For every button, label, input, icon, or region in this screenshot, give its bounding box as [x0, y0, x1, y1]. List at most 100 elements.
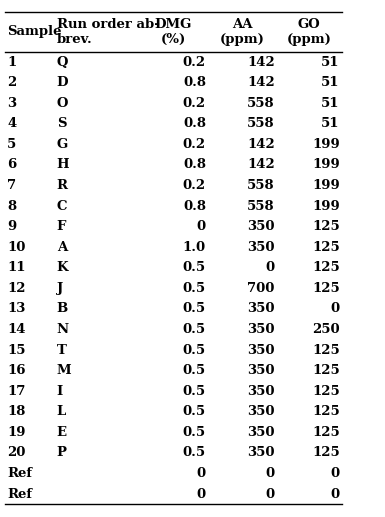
- Text: I: I: [57, 385, 63, 398]
- Text: 350: 350: [247, 364, 275, 377]
- Text: 0: 0: [197, 488, 206, 500]
- Text: M: M: [57, 364, 72, 377]
- Text: 125: 125: [312, 426, 340, 439]
- Text: L: L: [57, 405, 66, 418]
- Text: 0.8: 0.8: [183, 117, 206, 130]
- Text: A: A: [57, 241, 67, 254]
- Text: 125: 125: [312, 220, 340, 233]
- Text: 142: 142: [247, 158, 275, 172]
- Text: AA
(ppm): AA (ppm): [220, 18, 264, 45]
- Text: H: H: [57, 158, 69, 172]
- Text: 0.8: 0.8: [183, 158, 206, 172]
- Text: E: E: [57, 426, 67, 439]
- Text: 125: 125: [312, 261, 340, 274]
- Text: 0.2: 0.2: [183, 55, 206, 69]
- Text: 19: 19: [7, 426, 26, 439]
- Text: 142: 142: [247, 76, 275, 89]
- Text: 10: 10: [7, 241, 25, 254]
- Text: GO
(ppm): GO (ppm): [287, 18, 331, 45]
- Text: T: T: [57, 343, 67, 357]
- Text: R: R: [57, 179, 68, 192]
- Text: 0.8: 0.8: [183, 76, 206, 89]
- Text: 0: 0: [197, 467, 206, 480]
- Text: 350: 350: [247, 385, 275, 398]
- Text: 51: 51: [321, 117, 340, 130]
- Text: 12: 12: [7, 282, 26, 295]
- Text: 125: 125: [312, 385, 340, 398]
- Text: 0.5: 0.5: [183, 426, 206, 439]
- Text: 558: 558: [247, 179, 275, 192]
- Text: 51: 51: [321, 76, 340, 89]
- Text: 0: 0: [331, 302, 340, 315]
- Text: 0.8: 0.8: [183, 200, 206, 212]
- Text: 0.2: 0.2: [183, 97, 206, 110]
- Text: 11: 11: [7, 261, 26, 274]
- Text: N: N: [57, 323, 69, 336]
- Text: 250: 250: [312, 323, 340, 336]
- Text: 20: 20: [7, 446, 25, 460]
- Text: 15: 15: [7, 343, 26, 357]
- Text: 125: 125: [312, 364, 340, 377]
- Text: 350: 350: [247, 302, 275, 315]
- Text: 1: 1: [7, 55, 17, 69]
- Text: K: K: [57, 261, 69, 274]
- Text: 125: 125: [312, 446, 340, 460]
- Text: Ref: Ref: [7, 467, 32, 480]
- Text: 0.5: 0.5: [183, 302, 206, 315]
- Text: 3: 3: [7, 97, 16, 110]
- Text: 0: 0: [331, 467, 340, 480]
- Text: G: G: [57, 138, 68, 151]
- Text: 0.5: 0.5: [183, 446, 206, 460]
- Text: P: P: [57, 446, 67, 460]
- Text: C: C: [57, 200, 67, 212]
- Text: 125: 125: [312, 282, 340, 295]
- Text: 700: 700: [247, 282, 275, 295]
- Text: 0.5: 0.5: [183, 343, 206, 357]
- Text: 51: 51: [321, 97, 340, 110]
- Text: 350: 350: [247, 220, 275, 233]
- Text: Run order ab-
brev.: Run order ab- brev.: [57, 18, 160, 45]
- Text: 7: 7: [7, 179, 16, 192]
- Text: 125: 125: [312, 241, 340, 254]
- Text: 0.5: 0.5: [183, 405, 206, 418]
- Text: 558: 558: [247, 200, 275, 212]
- Text: 558: 558: [247, 117, 275, 130]
- Text: Sample: Sample: [7, 25, 62, 38]
- Text: 8: 8: [7, 200, 16, 212]
- Text: 0.5: 0.5: [183, 364, 206, 377]
- Text: 142: 142: [247, 138, 275, 151]
- Text: O: O: [57, 97, 68, 110]
- Text: 9: 9: [7, 220, 17, 233]
- Text: 350: 350: [247, 426, 275, 439]
- Text: 350: 350: [247, 241, 275, 254]
- Text: 0: 0: [266, 467, 275, 480]
- Text: D: D: [57, 76, 68, 89]
- Text: 51: 51: [321, 55, 340, 69]
- Text: J: J: [57, 282, 63, 295]
- Text: 125: 125: [312, 405, 340, 418]
- Text: 14: 14: [7, 323, 26, 336]
- Text: 0: 0: [331, 488, 340, 500]
- Text: 2: 2: [7, 76, 17, 89]
- Text: 0.2: 0.2: [183, 179, 206, 192]
- Text: 0.5: 0.5: [183, 282, 206, 295]
- Text: 350: 350: [247, 446, 275, 460]
- Text: 1.0: 1.0: [183, 241, 206, 254]
- Text: 0: 0: [266, 488, 275, 500]
- Text: 6: 6: [7, 158, 17, 172]
- Text: Ref: Ref: [7, 488, 32, 500]
- Text: 0.5: 0.5: [183, 323, 206, 336]
- Text: DMG
(%): DMG (%): [155, 18, 192, 45]
- Text: 13: 13: [7, 302, 25, 315]
- Text: F: F: [57, 220, 66, 233]
- Text: 199: 199: [312, 179, 340, 192]
- Text: 199: 199: [312, 138, 340, 151]
- Text: 0: 0: [266, 261, 275, 274]
- Text: 0.2: 0.2: [183, 138, 206, 151]
- Text: 5: 5: [7, 138, 17, 151]
- Text: Q: Q: [57, 55, 68, 69]
- Text: 558: 558: [247, 97, 275, 110]
- Text: B: B: [57, 302, 68, 315]
- Text: 16: 16: [7, 364, 26, 377]
- Text: S: S: [57, 117, 66, 130]
